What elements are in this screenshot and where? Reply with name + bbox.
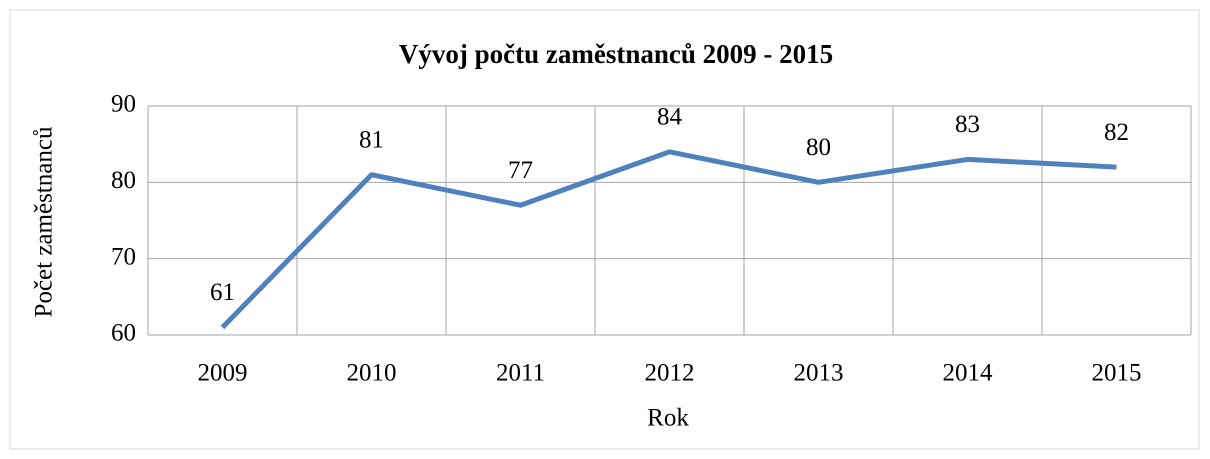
x-tick-label: 2010 (347, 360, 397, 387)
data-label: 77 (508, 157, 533, 184)
data-label: 84 (657, 104, 683, 131)
y-tick-label: 80 (111, 167, 136, 194)
data-label: 61 (210, 279, 235, 306)
x-tick-label: 2015 (1092, 360, 1142, 387)
data-label: 81 (359, 126, 384, 153)
chart-title: Vývoj počtu zaměstnanců 2009 - 2015 (399, 39, 833, 69)
x-tick-label: 2014 (943, 360, 994, 387)
data-label: 80 (806, 134, 831, 161)
line-series (220, 149, 1117, 330)
y-tick-label: 70 (111, 243, 136, 270)
data-label: 83 (955, 111, 980, 138)
y-tick-label: 60 (111, 320, 136, 347)
y-tick-label: 90 (111, 91, 136, 118)
x-axis-label: Rok (647, 405, 689, 432)
x-tick-label: 2009 (198, 360, 248, 387)
y-axis-label: Počet zaměstnanců (31, 126, 58, 317)
chart-border (9, 9, 1200, 450)
x-tick-label: 2012 (645, 360, 695, 387)
data-label: 82 (1104, 119, 1129, 146)
x-tick-label: 2013 (794, 360, 844, 387)
x-tick-label: 2011 (496, 360, 545, 387)
